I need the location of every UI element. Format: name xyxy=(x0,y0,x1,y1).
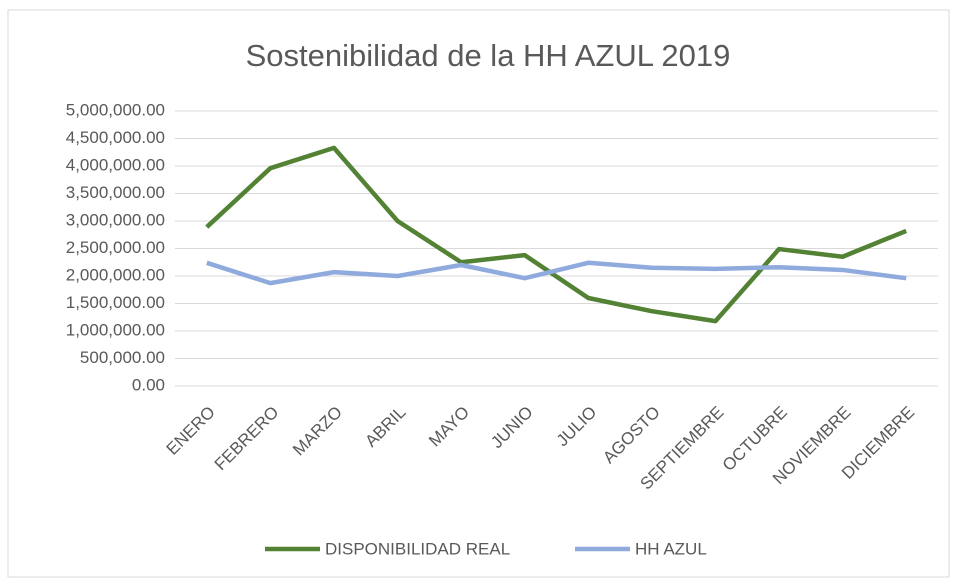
y-tick-label: 4,500,000.00 xyxy=(66,128,165,147)
legend-label: HH AZUL xyxy=(635,539,707,558)
y-tick-label: 1,500,000.00 xyxy=(66,293,165,312)
chart-title: Sostenibilidad de la HH AZUL 2019 xyxy=(246,38,731,73)
y-tick-label: 2,000,000.00 xyxy=(66,265,165,284)
y-tick-label: 5,000,000.00 xyxy=(66,100,165,119)
y-tick-label: 0.00 xyxy=(132,375,165,394)
y-tick-label: 1,000,000.00 xyxy=(66,320,165,339)
legend-label: DISPONIBILIDAD REAL xyxy=(325,539,510,558)
y-tick-label: 4,000,000.00 xyxy=(66,155,165,174)
series-line xyxy=(206,260,907,286)
series-line xyxy=(205,145,908,324)
y-tick-label: 3,500,000.00 xyxy=(66,183,165,202)
y-tick-label: 500,000.00 xyxy=(80,348,165,367)
y-tick-label: 2,500,000.00 xyxy=(66,238,165,257)
y-tick-label: 3,000,000.00 xyxy=(66,210,165,229)
chart-border xyxy=(7,9,950,578)
